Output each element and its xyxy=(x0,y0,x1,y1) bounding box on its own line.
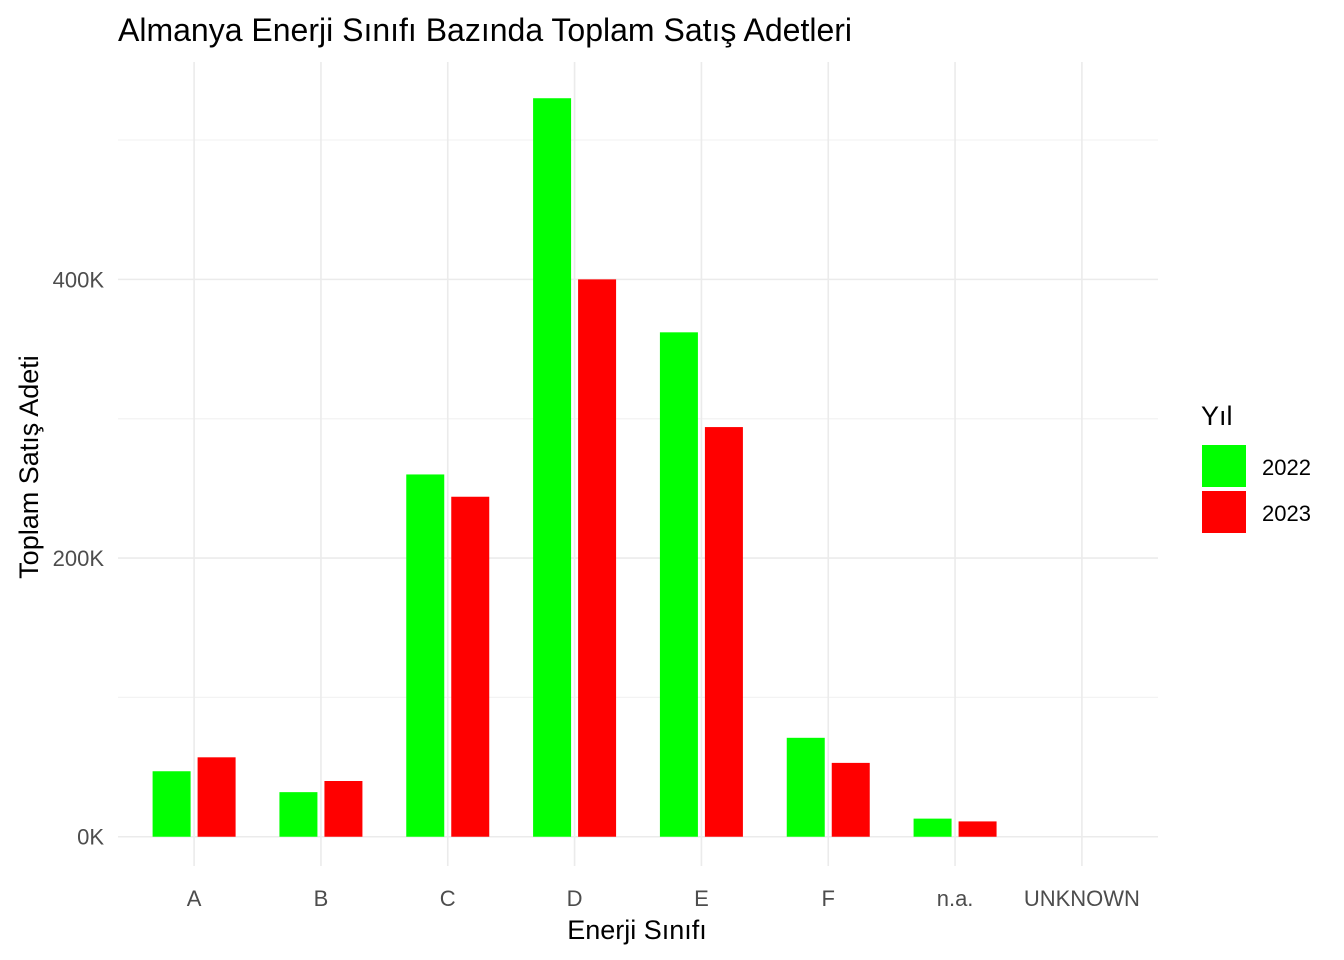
bar-2022-b xyxy=(279,792,318,837)
bar-2022-d xyxy=(533,98,572,837)
bar-2023-na xyxy=(958,821,997,837)
y-tick-label: 0K xyxy=(77,825,104,850)
bar-2023-e xyxy=(704,427,743,837)
legend-title: Yıl xyxy=(1201,401,1233,431)
x-axis-title: Enerji Sınıfı xyxy=(567,915,707,945)
x-tick-label: C xyxy=(440,886,456,911)
bar-2022-c xyxy=(406,474,445,837)
x-tick-label: F xyxy=(822,886,835,911)
bar-2022-na xyxy=(913,818,952,837)
x-tick-label: UNKNOWN xyxy=(1024,886,1140,911)
y-axis-ticks: 0K 200K 400K xyxy=(53,267,105,849)
y-axis-title: Toplam Satış Adeti xyxy=(14,355,44,579)
bar-2023-d xyxy=(578,279,617,837)
chart-title: Almanya Enerji Sınıfı Bazında Toplam Sat… xyxy=(118,12,852,48)
bar-2022-f xyxy=(786,737,825,837)
y-tick-label: 400K xyxy=(53,267,105,292)
x-tick-label: A xyxy=(187,886,202,911)
x-tick-label: n.a. xyxy=(937,886,974,911)
bar-2023-b xyxy=(324,781,363,837)
bar-2023-c xyxy=(451,496,490,837)
x-tick-label: B xyxy=(314,886,329,911)
y-tick-label: 200K xyxy=(53,546,105,571)
legend: Yıl 2022 2023 xyxy=(1201,401,1311,533)
legend-swatch-2023 xyxy=(1202,491,1246,533)
legend-swatch-2022 xyxy=(1202,445,1246,487)
bar-2022-e xyxy=(659,332,698,837)
legend-label-2022: 2022 xyxy=(1262,455,1311,480)
bar-2023-a xyxy=(197,757,236,837)
bar-2022-a xyxy=(152,771,191,837)
legend-label-2023: 2023 xyxy=(1262,501,1311,526)
x-tick-label: D xyxy=(567,886,583,911)
bar-2023-f xyxy=(831,762,870,837)
x-tick-label: E xyxy=(694,886,709,911)
bars xyxy=(152,98,997,837)
grid-lines xyxy=(118,62,1158,866)
